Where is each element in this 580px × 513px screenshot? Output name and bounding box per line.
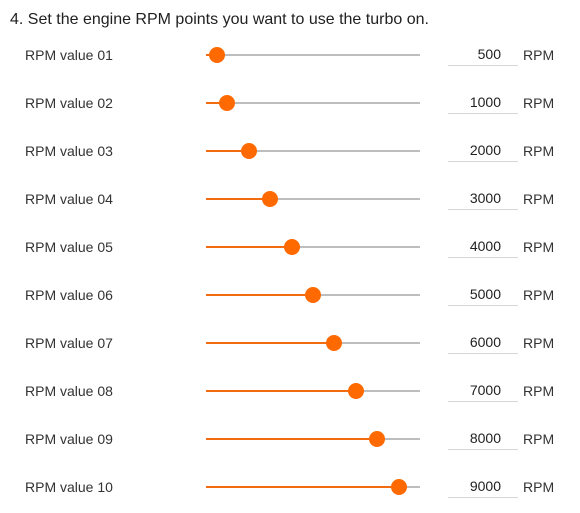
- rpm-row-label: RPM value 06: [25, 287, 113, 303]
- rpm-row-label: RPM value 02: [25, 95, 113, 111]
- rpm-value-input[interactable]: [448, 139, 518, 161]
- rpm-row: RPM value 09 RPM: [0, 414, 580, 462]
- rpm-unit-label: RPM: [523, 143, 555, 159]
- rpm-slider[interactable]: [206, 140, 420, 162]
- rpm-unit-label: RPM: [523, 335, 555, 351]
- step-heading: 4. Set the engine RPM points you want to…: [10, 11, 429, 28]
- slider-fill: [206, 246, 292, 248]
- rpm-row-label: RPM value 01: [25, 47, 113, 63]
- slider-track[interactable]: [206, 198, 420, 200]
- slider-thumb[interactable]: [326, 335, 343, 351]
- rpm-value-field[interactable]: [448, 139, 518, 162]
- rpm-value-input[interactable]: [448, 379, 518, 401]
- rpm-row-label: RPM value 07: [25, 335, 113, 351]
- rpm-slider[interactable]: [206, 44, 420, 66]
- rpm-row: RPM value 05 RPM: [0, 222, 580, 270]
- slider-thumb[interactable]: [305, 287, 321, 303]
- rpm-value-input[interactable]: [448, 331, 518, 353]
- slider-thumb[interactable]: [240, 143, 257, 159]
- rpm-row: RPM value 01 RPM: [0, 30, 580, 78]
- rpm-row: RPM value 03 RPM: [0, 126, 580, 174]
- rpm-row-label: RPM value 10: [25, 479, 113, 495]
- slider-fill: [206, 342, 335, 344]
- slider-fill: [206, 198, 271, 200]
- slider-thumb[interactable]: [219, 95, 236, 111]
- slider-thumb[interactable]: [262, 191, 279, 207]
- rpm-value-input[interactable]: [448, 475, 518, 497]
- slider-fill: [206, 102, 228, 104]
- rpm-unit-label: RPM: [523, 47, 555, 63]
- rpm-value-input[interactable]: [448, 187, 518, 209]
- rpm-row-label: RPM value 03: [25, 143, 113, 159]
- rpm-value-field[interactable]: [448, 283, 518, 306]
- rpm-value-field[interactable]: [448, 187, 518, 210]
- rpm-unit-label: RPM: [523, 431, 555, 447]
- rpm-row-label: RPM value 04: [25, 191, 113, 207]
- slider-fill: [206, 150, 249, 152]
- rpm-row: RPM value 07 RPM: [0, 318, 580, 366]
- rpm-row: RPM value 10 RPM: [0, 462, 580, 510]
- rpm-value-field[interactable]: [448, 235, 518, 258]
- slider-thumb[interactable]: [369, 431, 386, 447]
- rpm-slider[interactable]: [206, 428, 420, 450]
- rpm-row-label: RPM value 05: [25, 239, 113, 255]
- rpm-settings-list: RPM value 01 RPM RPM value 02 RPM RPM va…: [0, 30, 580, 510]
- rpm-slider[interactable]: [206, 92, 420, 114]
- slider-thumb[interactable]: [390, 479, 407, 495]
- slider-thumb[interactable]: [347, 383, 364, 399]
- slider-track[interactable]: [206, 102, 420, 104]
- slider-fill: [206, 486, 399, 488]
- rpm-unit-label: RPM: [523, 239, 555, 255]
- rpm-slider[interactable]: [206, 284, 420, 306]
- rpm-value-field[interactable]: [448, 331, 518, 354]
- slider-fill: [206, 438, 378, 440]
- rpm-unit-label: RPM: [523, 383, 555, 399]
- slider-track[interactable]: [206, 54, 420, 56]
- rpm-value-field[interactable]: [448, 43, 518, 66]
- rpm-row-label: RPM value 09: [25, 431, 113, 447]
- rpm-slider[interactable]: [206, 236, 420, 258]
- rpm-slider[interactable]: [206, 332, 420, 354]
- slider-track[interactable]: [206, 246, 420, 248]
- rpm-value-field[interactable]: [448, 475, 518, 498]
- slider-thumb[interactable]: [208, 47, 225, 63]
- slider-track[interactable]: [206, 150, 420, 152]
- rpm-row: RPM value 02 RPM: [0, 78, 580, 126]
- rpm-slider[interactable]: [206, 476, 420, 498]
- rpm-unit-label: RPM: [523, 479, 555, 495]
- slider-fill: [206, 390, 356, 392]
- rpm-unit-label: RPM: [523, 287, 555, 303]
- rpm-value-input[interactable]: [448, 427, 518, 449]
- rpm-unit-label: RPM: [523, 191, 555, 207]
- rpm-slider[interactable]: [206, 188, 420, 210]
- rpm-value-field[interactable]: [448, 379, 518, 402]
- rpm-slider[interactable]: [206, 380, 420, 402]
- rpm-value-field[interactable]: [448, 91, 518, 114]
- rpm-unit-label: RPM: [523, 95, 555, 111]
- rpm-value-input[interactable]: [448, 43, 518, 65]
- slider-fill: [206, 294, 313, 296]
- rpm-row: RPM value 04 RPM: [0, 174, 580, 222]
- rpm-row: RPM value 08 RPM: [0, 366, 580, 414]
- slider-thumb[interactable]: [283, 239, 300, 255]
- rpm-value-input[interactable]: [448, 235, 518, 257]
- rpm-value-field[interactable]: [448, 427, 518, 450]
- rpm-value-input[interactable]: [448, 91, 518, 113]
- rpm-value-input[interactable]: [448, 283, 518, 305]
- rpm-row-label: RPM value 08: [25, 383, 113, 399]
- rpm-row: RPM value 06 RPM: [0, 270, 580, 318]
